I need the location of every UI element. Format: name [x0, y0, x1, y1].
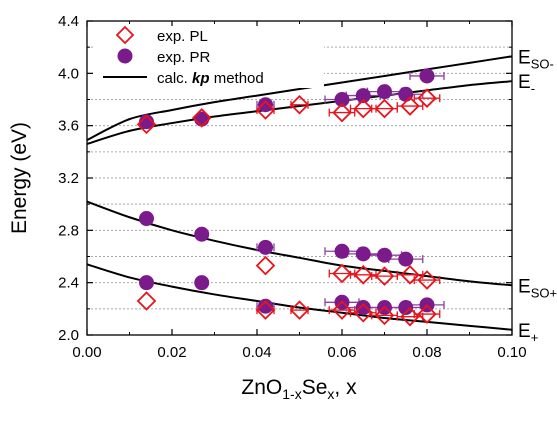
x-tick-label: 0.08: [412, 344, 441, 361]
pl-point: [332, 102, 352, 123]
pr-point: [139, 275, 154, 291]
pr-point: [419, 68, 435, 84]
pr-point: [194, 275, 210, 291]
pr-point: [355, 246, 371, 262]
pr-point: [334, 92, 350, 107]
curve-label-sub: SO+: [531, 285, 557, 300]
y-tick-label: 4.4: [58, 13, 79, 30]
pl-point: [332, 263, 352, 284]
y-axis-label: Energy (eV): [8, 122, 31, 234]
curve-label-main: E: [518, 72, 531, 93]
pl-point: [332, 300, 352, 320]
pl-point: [353, 98, 374, 119]
pr-point: [334, 243, 350, 259]
curve-end-label: ESO-: [518, 47, 554, 71]
pr-point: [194, 226, 210, 242]
pr-point: [377, 247, 392, 263]
pl-point: [400, 96, 420, 116]
axis-ticks: 0.00 0.02 0.04 0.06 0.08 0.10 2.0 2.4 2.8 3.2 3.6 4…: [58, 13, 526, 361]
pl-point: [289, 94, 310, 115]
pl-point: [374, 305, 395, 326]
curve-end-label: E-: [518, 72, 535, 96]
legend-calc-label: calc. kp method: [157, 70, 264, 87]
legend-pl-label: exp. PL: [157, 28, 208, 45]
pr-point: [398, 251, 414, 267]
pl-point: [255, 100, 276, 120]
pl-point: [400, 265, 420, 285]
x-axis-label-sub2: x: [327, 386, 334, 402]
legend-calc-pre: calc.: [157, 70, 192, 87]
curve-label-main: E: [518, 276, 531, 297]
curve-label-main: E: [518, 321, 531, 342]
y-tick-label: 4.0: [58, 65, 79, 82]
pr-point: [139, 114, 154, 130]
calc-curve: [86, 263, 513, 331]
pl-point: [255, 300, 276, 320]
x-axis-label-tail: , x: [334, 376, 357, 399]
pl-point: [289, 300, 310, 320]
legend-pl-marker: [115, 25, 135, 45]
pl-point: [191, 108, 212, 128]
pl-point: [374, 266, 395, 286]
pl-point: [353, 265, 374, 285]
pl-point: [417, 88, 437, 108]
x-tick-label: 0.00: [72, 344, 101, 361]
curve-end-label: E+: [518, 321, 538, 345]
x-tick-label: 0.04: [242, 344, 271, 361]
calc-curve: [86, 80, 513, 145]
x-axis-label-main: ZnO: [241, 376, 282, 399]
y-tick-label: 2.4: [58, 275, 79, 292]
legend-pr-marker: [117, 48, 133, 64]
pr-point: [355, 88, 371, 104]
y-tick-label: 3.2: [58, 170, 79, 187]
pr-point: [258, 239, 273, 255]
pl-point: [255, 255, 276, 276]
calc-curve: [86, 55, 513, 141]
pl-point: [353, 302, 374, 323]
curve-label-sub: +: [531, 330, 539, 345]
pl-point: [374, 98, 395, 119]
pl-point: [417, 304, 437, 324]
curve-labels: ESO-E-ESO+E+: [518, 47, 557, 344]
y-tick-label: 2.0: [58, 327, 79, 344]
pr-point: [258, 298, 273, 314]
pr-point: [377, 84, 392, 100]
legend-calc-kp: kp: [192, 70, 210, 87]
x-axis-label-mid: Se: [302, 376, 328, 399]
legend-calc-post: method: [210, 70, 264, 87]
pr-point: [398, 300, 414, 316]
pl-point: [136, 291, 157, 311]
curve-label-sub: -: [531, 81, 535, 96]
y-tick-label: 2.8: [58, 222, 79, 239]
pr-point: [258, 97, 273, 113]
y-tick-label: 3.6: [58, 118, 79, 135]
x-tick-label: 0.06: [327, 344, 356, 361]
curve-label-sub: SO-: [531, 56, 554, 71]
x-tick-label: 0.10: [497, 344, 526, 361]
curve-end-label: ESO+: [518, 276, 557, 300]
legend: exp. PL exp. PR calc. kp method: [94, 25, 324, 88]
data-markers: [136, 68, 437, 327]
x-axis-label-sub1: 1-x: [282, 386, 301, 402]
x-tick-label: 0.02: [157, 344, 186, 361]
pl-point: [136, 114, 157, 135]
pr-point: [139, 211, 154, 227]
curve-label-main: E: [518, 47, 531, 68]
legend-pr-label: exp. PR: [157, 49, 211, 66]
pr-point: [355, 300, 371, 316]
pl-point: [417, 270, 437, 290]
x-axis-label: ZnO1-xSex, x: [241, 376, 357, 402]
pl-point: [400, 306, 420, 327]
